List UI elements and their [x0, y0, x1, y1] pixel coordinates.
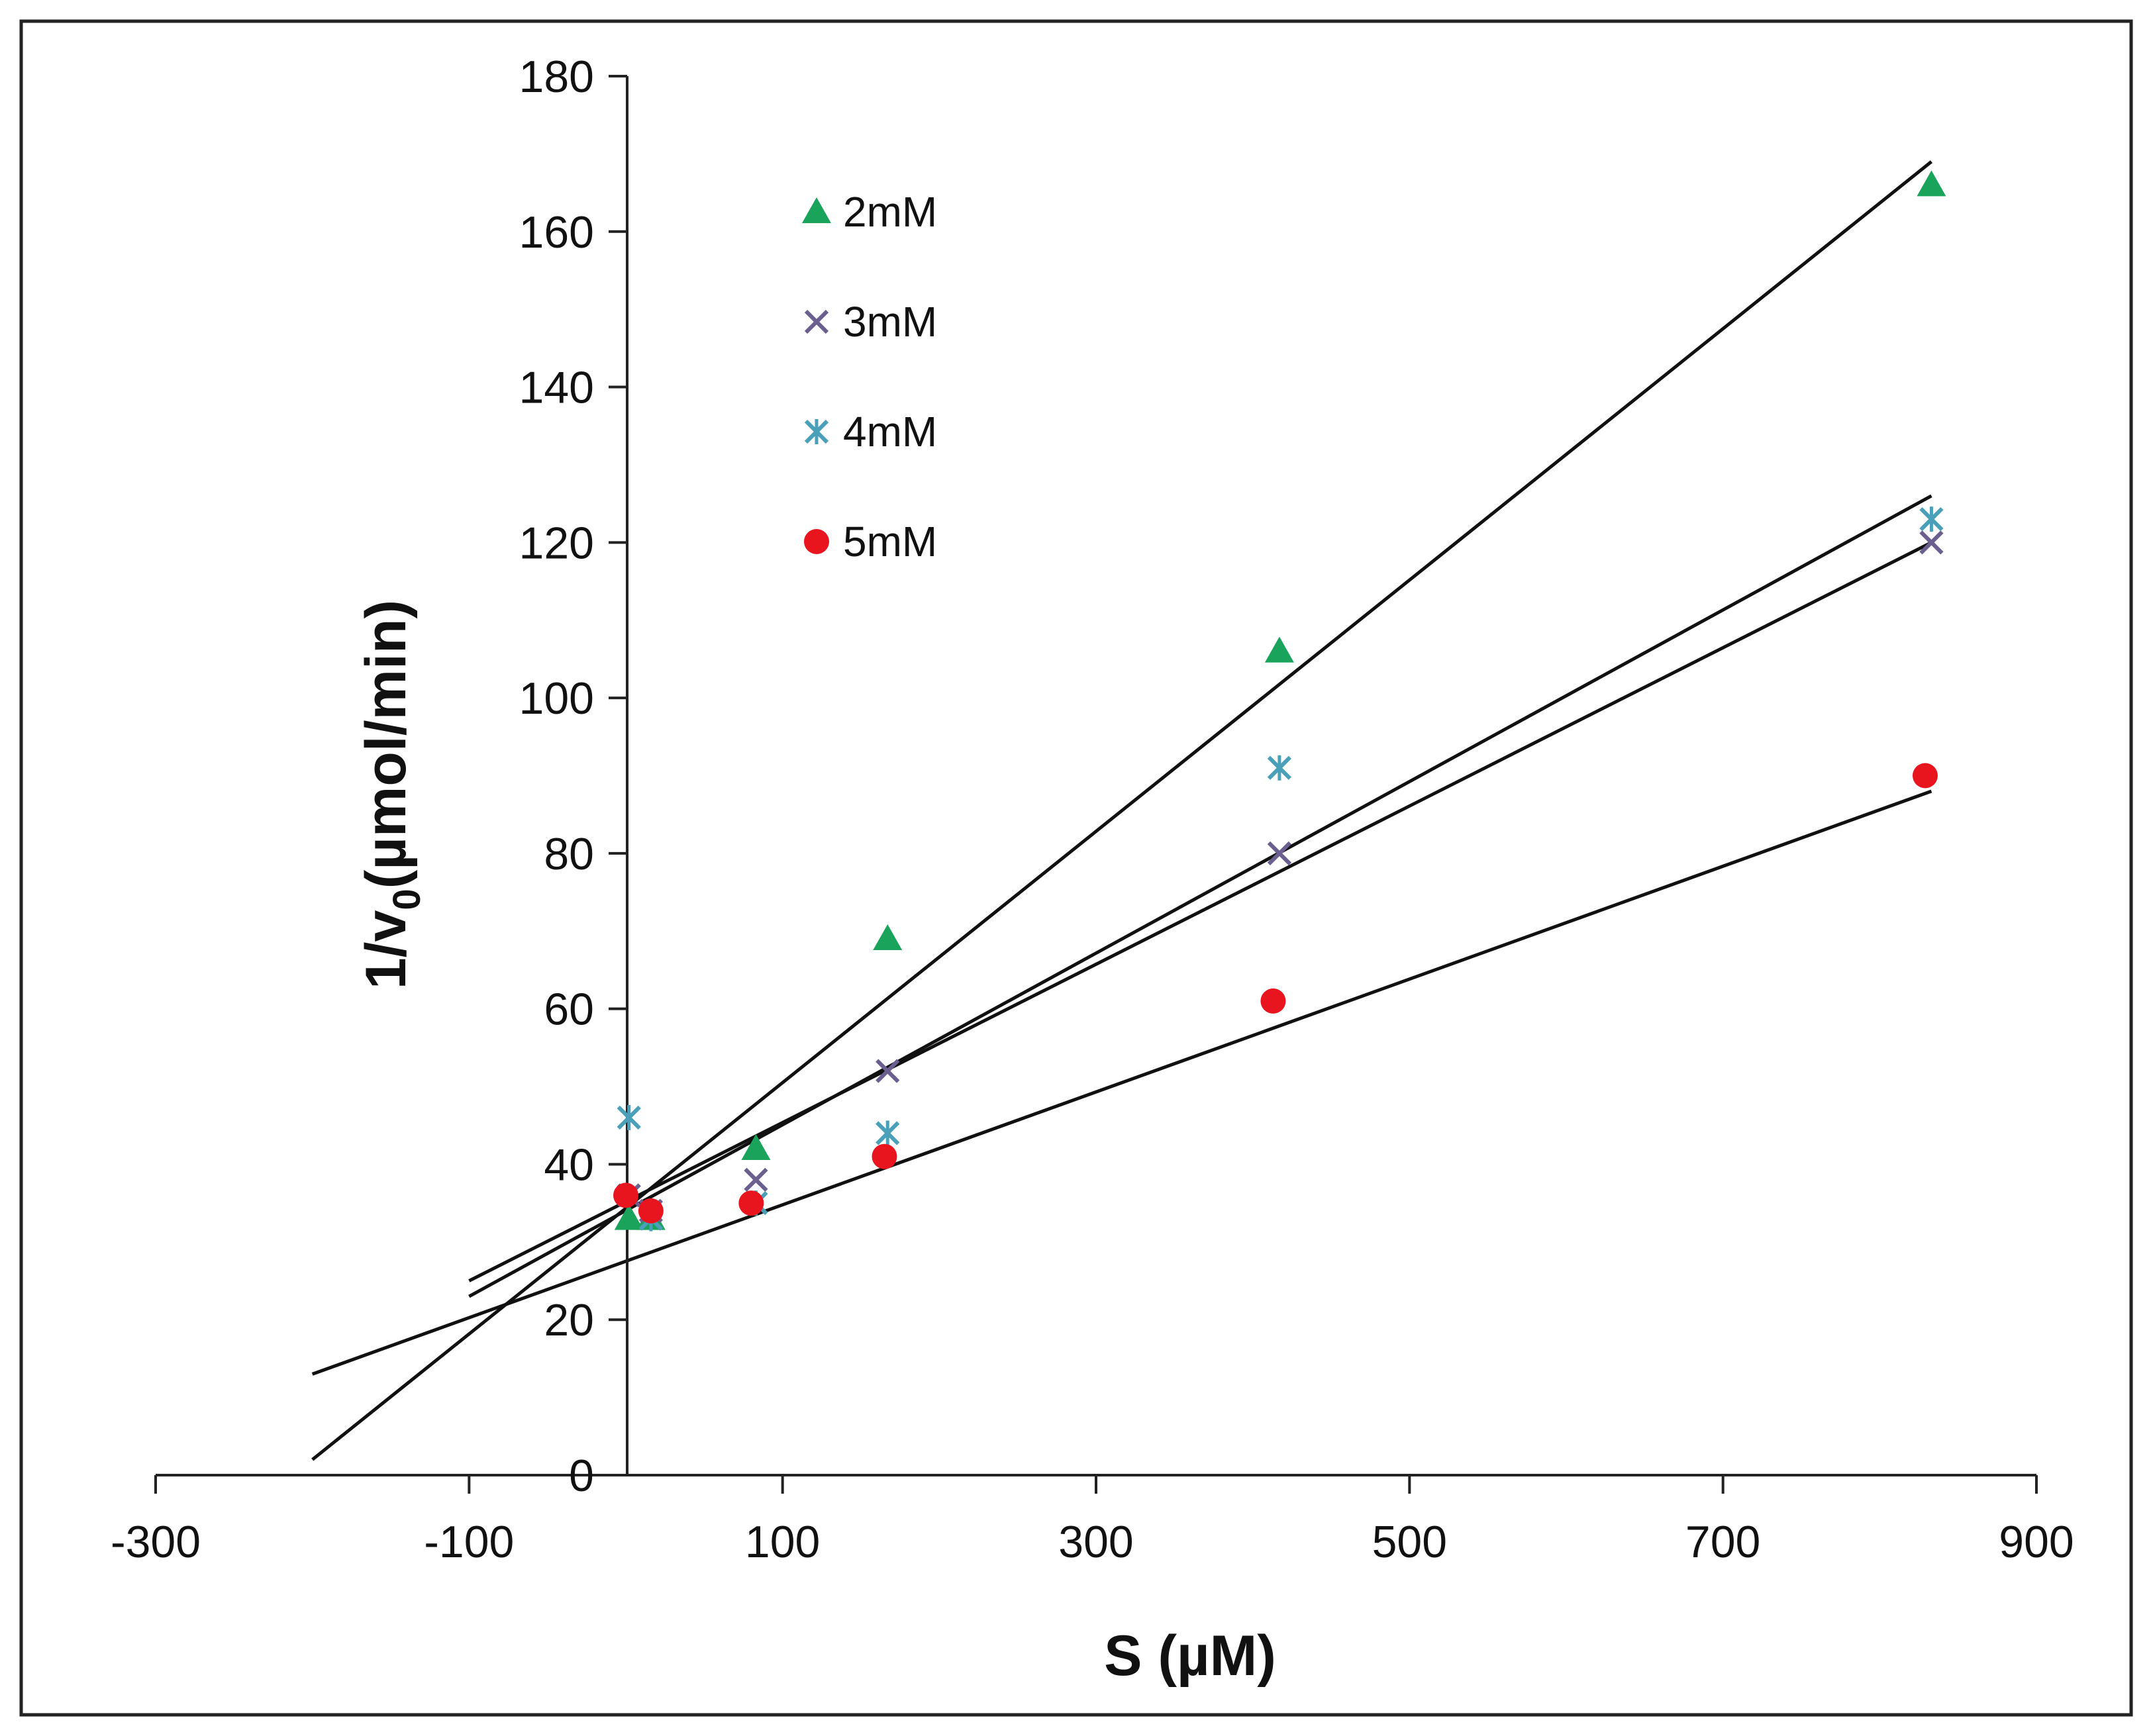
y-tick-label: 40: [544, 1139, 594, 1190]
data-point-5mM: [738, 1190, 764, 1216]
y-tick-label: 140: [519, 363, 594, 413]
y-axis-title: 1/v0(µmol/min): [354, 600, 428, 989]
legend-marker-5mM: [804, 529, 829, 554]
y-tick-label: 60: [544, 985, 594, 1035]
fit-line-5mM: [311, 789, 1932, 1376]
legend-label-3mM: 3mM: [843, 298, 937, 346]
data-point-3mM: [1919, 530, 1944, 555]
y-tick-label: 120: [519, 518, 594, 568]
data-point-3mM: [876, 1059, 900, 1083]
y-tick-label: 180: [519, 52, 594, 102]
y-tick-label: 80: [544, 829, 594, 879]
data-point-4mM: [617, 1105, 641, 1131]
fit-line-3mM: [468, 494, 1932, 1298]
x-tick-label: -300: [111, 1517, 201, 1567]
legend-label-2mM: 2mM: [843, 188, 937, 236]
x-tick-label: 700: [1685, 1517, 1760, 1567]
data-point-3mM: [1267, 841, 1292, 866]
y-axis-title-subscript: 0: [385, 889, 428, 910]
x-tick-label: -100: [424, 1517, 514, 1567]
y-tick-label: 20: [544, 1295, 594, 1345]
data-point-4mM: [1267, 755, 1292, 781]
fit-line-2mM: [311, 160, 1932, 1461]
data-point-3mM-stroke: [876, 1059, 900, 1083]
data-point-5mM: [1260, 988, 1286, 1014]
x-tick-label: 300: [1058, 1517, 1133, 1567]
y-tick-label: 160: [519, 207, 594, 258]
data-point-3mM-stroke: [744, 1167, 768, 1192]
legend-marker-3mM: [804, 309, 829, 334]
x-tick-label: 100: [745, 1517, 820, 1567]
y-tick-label: 100: [519, 673, 594, 724]
y-axis-title-main: 1/v: [354, 910, 418, 989]
data-point-5mM: [613, 1182, 638, 1208]
data-point-2mM: [1264, 636, 1294, 663]
legend-label-5mM: 5mM: [843, 518, 937, 565]
y-tick-label: 0: [569, 1451, 594, 1501]
data-point-4mM: [876, 1120, 900, 1146]
axes: -300 -100 100 300 500 700 900 0 20 40 60 80 100 120 14…: [111, 52, 2074, 1567]
chart-frame: [19, 19, 2133, 1717]
data-point-2mM: [873, 924, 903, 951]
legend-marker-3mM-stroke: [804, 309, 829, 334]
data-point-3mM-stroke: [1267, 841, 1292, 866]
data-point-5mM: [872, 1143, 897, 1169]
x-tick-label: 900: [1999, 1517, 2074, 1567]
legend-marker-2mM: [802, 197, 831, 223]
data-point-3mM: [744, 1167, 768, 1192]
data-point-2mM: [741, 1133, 771, 1160]
x-tick-label: 500: [1372, 1517, 1447, 1567]
legend-marker-4mM: [804, 419, 829, 444]
data-point-3mM-stroke: [1919, 530, 1944, 555]
data-points: [613, 170, 1946, 1231]
data-point-4mM: [1919, 506, 1944, 532]
y-axis-title-unit: (µmol/min): [354, 600, 418, 889]
fit-line-4mM: [468, 541, 1932, 1282]
data-point-5mM: [1912, 763, 1938, 789]
x-axis-title: S (µM): [1104, 1624, 1276, 1688]
legend-label-4mM: 4mM: [843, 408, 937, 456]
legend: 2mM 3mM 4mM 5mM: [802, 188, 937, 565]
fit-lines: [311, 160, 1932, 1461]
data-point-2mM: [614, 1204, 644, 1230]
data-point-2mM: [1917, 170, 1946, 197]
data-point-5mM: [638, 1198, 664, 1224]
